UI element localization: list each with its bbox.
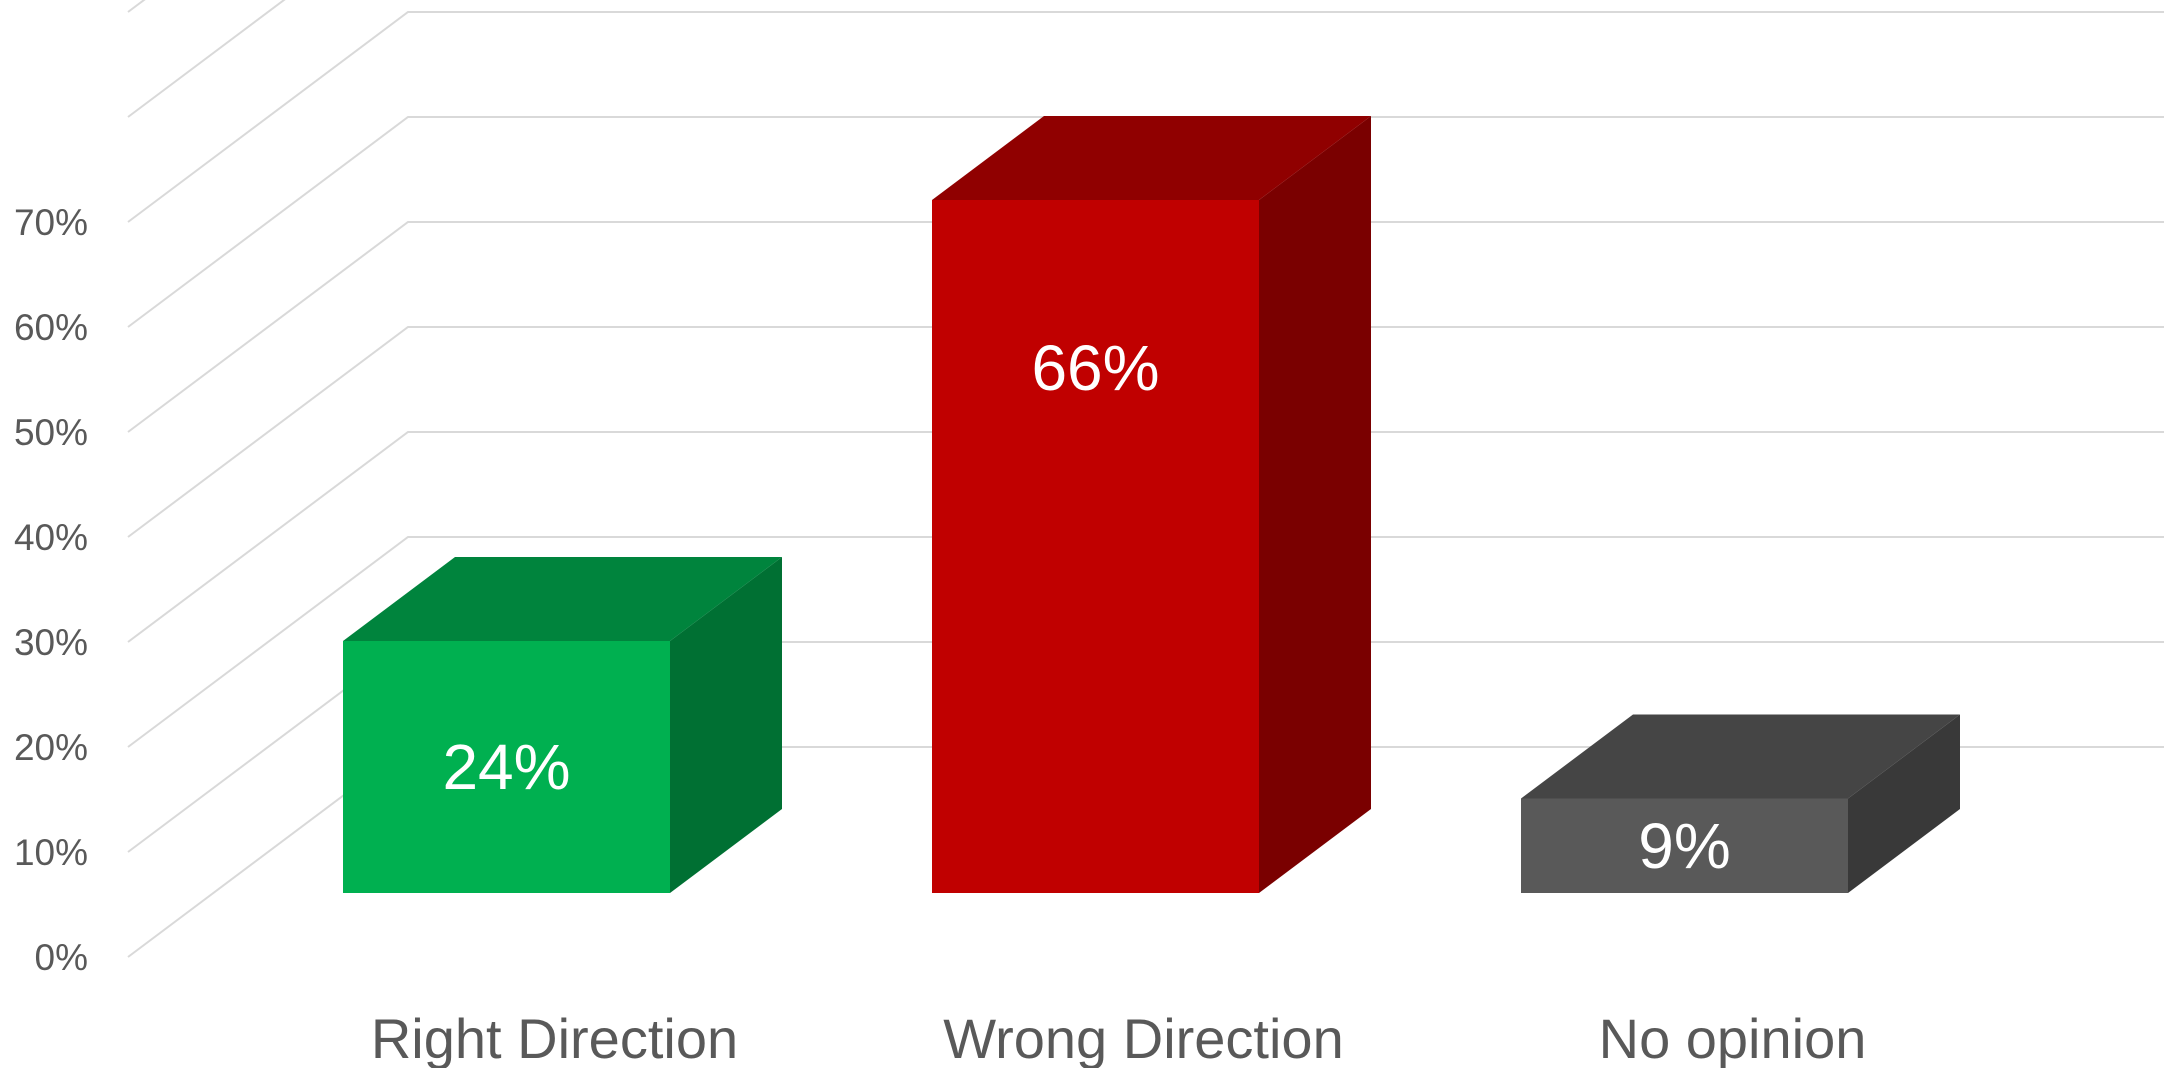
bar-no-opinion: 9%: [1521, 714, 1960, 893]
y-axis-tick-labels: 0% 10% 20% 30% 40% 50% 60% 70%: [14, 202, 88, 978]
gridline: [127, 536, 2164, 748]
category-label: Wrong Direction: [943, 1007, 1343, 1068]
bar-front-face: [1521, 798, 1848, 893]
gridline: [127, 0, 146, 13]
y-tick-label: 40%: [14, 517, 88, 558]
y-tick-label: 20%: [14, 727, 88, 768]
y-tick-label: 70%: [14, 202, 88, 243]
y-tick-label: 30%: [14, 622, 88, 663]
bar-top-face: [1521, 714, 1960, 799]
bar-wrong-direction: 66%: [932, 116, 1371, 893]
bar-side-face: [670, 557, 782, 893]
bar-front-face: [932, 200, 1259, 893]
gridline: [127, 431, 2164, 643]
x-axis-category-labels: Right Direction Wrong Direction No opinion: [371, 1007, 1867, 1068]
y-tick-label: 60%: [14, 307, 88, 348]
data-label: 24%: [442, 731, 570, 803]
data-label: 9%: [1638, 810, 1731, 882]
gridline: [127, 11, 2164, 223]
gridline: [127, 0, 286, 118]
category-label: No opinion: [1599, 1007, 1867, 1068]
gridline: [127, 116, 2164, 328]
bars: 24% 66% 9%: [343, 116, 1960, 893]
y-tick-label: 0%: [35, 937, 88, 978]
bar-side-face: [1848, 714, 1960, 893]
bar-top-face: [932, 116, 1371, 200]
bar-side-face: [1259, 116, 1371, 893]
category-label: Right Direction: [371, 1007, 738, 1068]
gridline: [127, 221, 2164, 433]
gridline: [127, 326, 2164, 538]
y-tick-label: 50%: [14, 412, 88, 453]
y-tick-label: 10%: [14, 832, 88, 873]
bar-right-direction: 24%: [343, 557, 782, 893]
data-label: 66%: [1031, 332, 1159, 404]
bar-front-face: [343, 641, 670, 893]
bar-top-face: [343, 557, 782, 641]
gridlines: [127, 0, 2164, 958]
